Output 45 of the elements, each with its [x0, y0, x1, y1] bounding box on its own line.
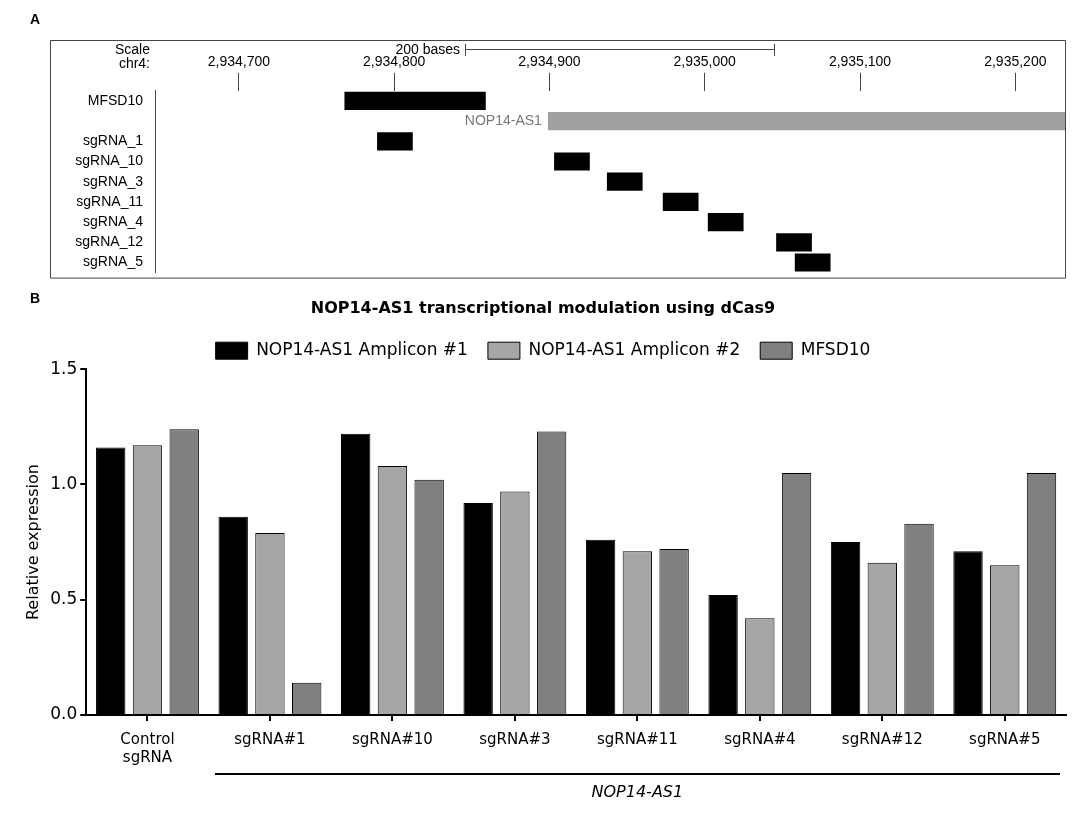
- x-tick-label: 2,935,100: [828, 53, 892, 70]
- y-axis-title: Relative expression: [22, 464, 42, 621]
- y-tick-label: sgRNA_1: [83, 132, 144, 149]
- text: NOP14-AS1: [591, 782, 684, 802]
- y-tick-label: 0.5: [50, 588, 78, 609]
- x-tick-label: sgRNA#3: [479, 729, 551, 748]
- y-tick-label: sgRNA_12: [75, 233, 144, 250]
- bar: [707, 213, 744, 232]
- y-tick-label: sgRNA_10: [75, 152, 144, 169]
- bar: [547, 112, 1065, 131]
- bar: [794, 253, 831, 272]
- x-tick-label: sgRNA#11: [596, 729, 678, 748]
- bar: [344, 91, 486, 110]
- legend-label: NOP14-AS1 Amplicon #2: [528, 339, 741, 360]
- x-tick-label: sgRNA#1: [234, 729, 306, 748]
- x-tick-label: Control sgRNA: [120, 729, 175, 766]
- bar: [606, 172, 643, 191]
- chart-title: NOP14-AS1 transcriptional modulation using dCas9: [310, 297, 776, 317]
- text: Scale: [114, 40, 151, 57]
- y-tick-label: sgRNA_5: [83, 253, 144, 270]
- annotation: NOP14-AS1: [464, 111, 543, 128]
- x-tick-label: 2,935,000: [673, 53, 737, 70]
- x-tick-label: 2,934,900: [518, 53, 581, 70]
- y-tick-label: 0.0: [50, 703, 78, 724]
- y-tick-label: sgRNA_11: [76, 192, 144, 209]
- y-tick-label: sgRNA_4: [83, 212, 144, 229]
- y-tick-label: 1.5: [50, 357, 78, 378]
- x-tick-label: sgRNA#10: [351, 729, 433, 748]
- bar: [662, 192, 699, 211]
- y-tick-label: MFSD10: [87, 91, 144, 108]
- x-tick-label: 2,935,200: [984, 53, 1047, 70]
- bar: [377, 132, 413, 151]
- y-tick-label: sgRNA_3: [83, 172, 144, 189]
- x-axis-title: chr4:: [118, 54, 150, 71]
- text: A: [30, 10, 41, 27]
- x-tick-label: 2,934,700: [207, 53, 271, 70]
- x-tick-label: sgRNA#12: [841, 729, 923, 748]
- legend-label: MFSD10: [800, 339, 871, 360]
- x-tick-label: sgRNA#4: [724, 729, 796, 748]
- text: B: [30, 289, 41, 306]
- y-tick-label: 1.0: [50, 472, 78, 493]
- legend-label: NOP14-AS1 Amplicon #1: [256, 339, 468, 360]
- bar: [554, 152, 590, 171]
- x-tick-label: sgRNA#5: [969, 729, 1041, 748]
- bar: [776, 233, 812, 252]
